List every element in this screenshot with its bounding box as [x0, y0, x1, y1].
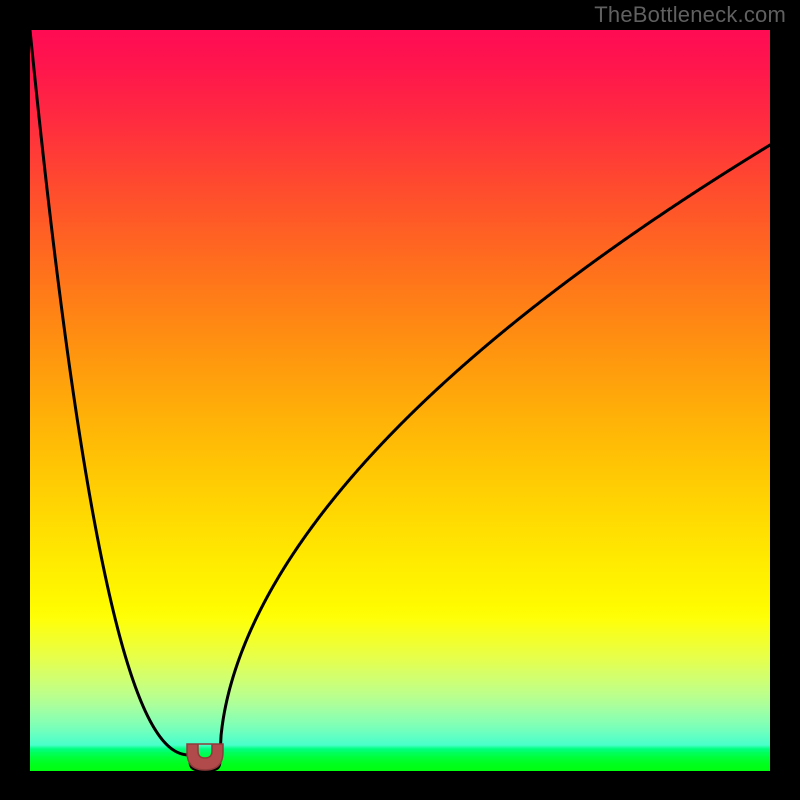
- chart-overlay: [0, 0, 800, 800]
- bottleneck-curve: [30, 30, 770, 770]
- floor-marker: [187, 744, 223, 770]
- chart-frame: TheBottleneck.com: [0, 0, 800, 800]
- watermark-text: TheBottleneck.com: [594, 2, 786, 28]
